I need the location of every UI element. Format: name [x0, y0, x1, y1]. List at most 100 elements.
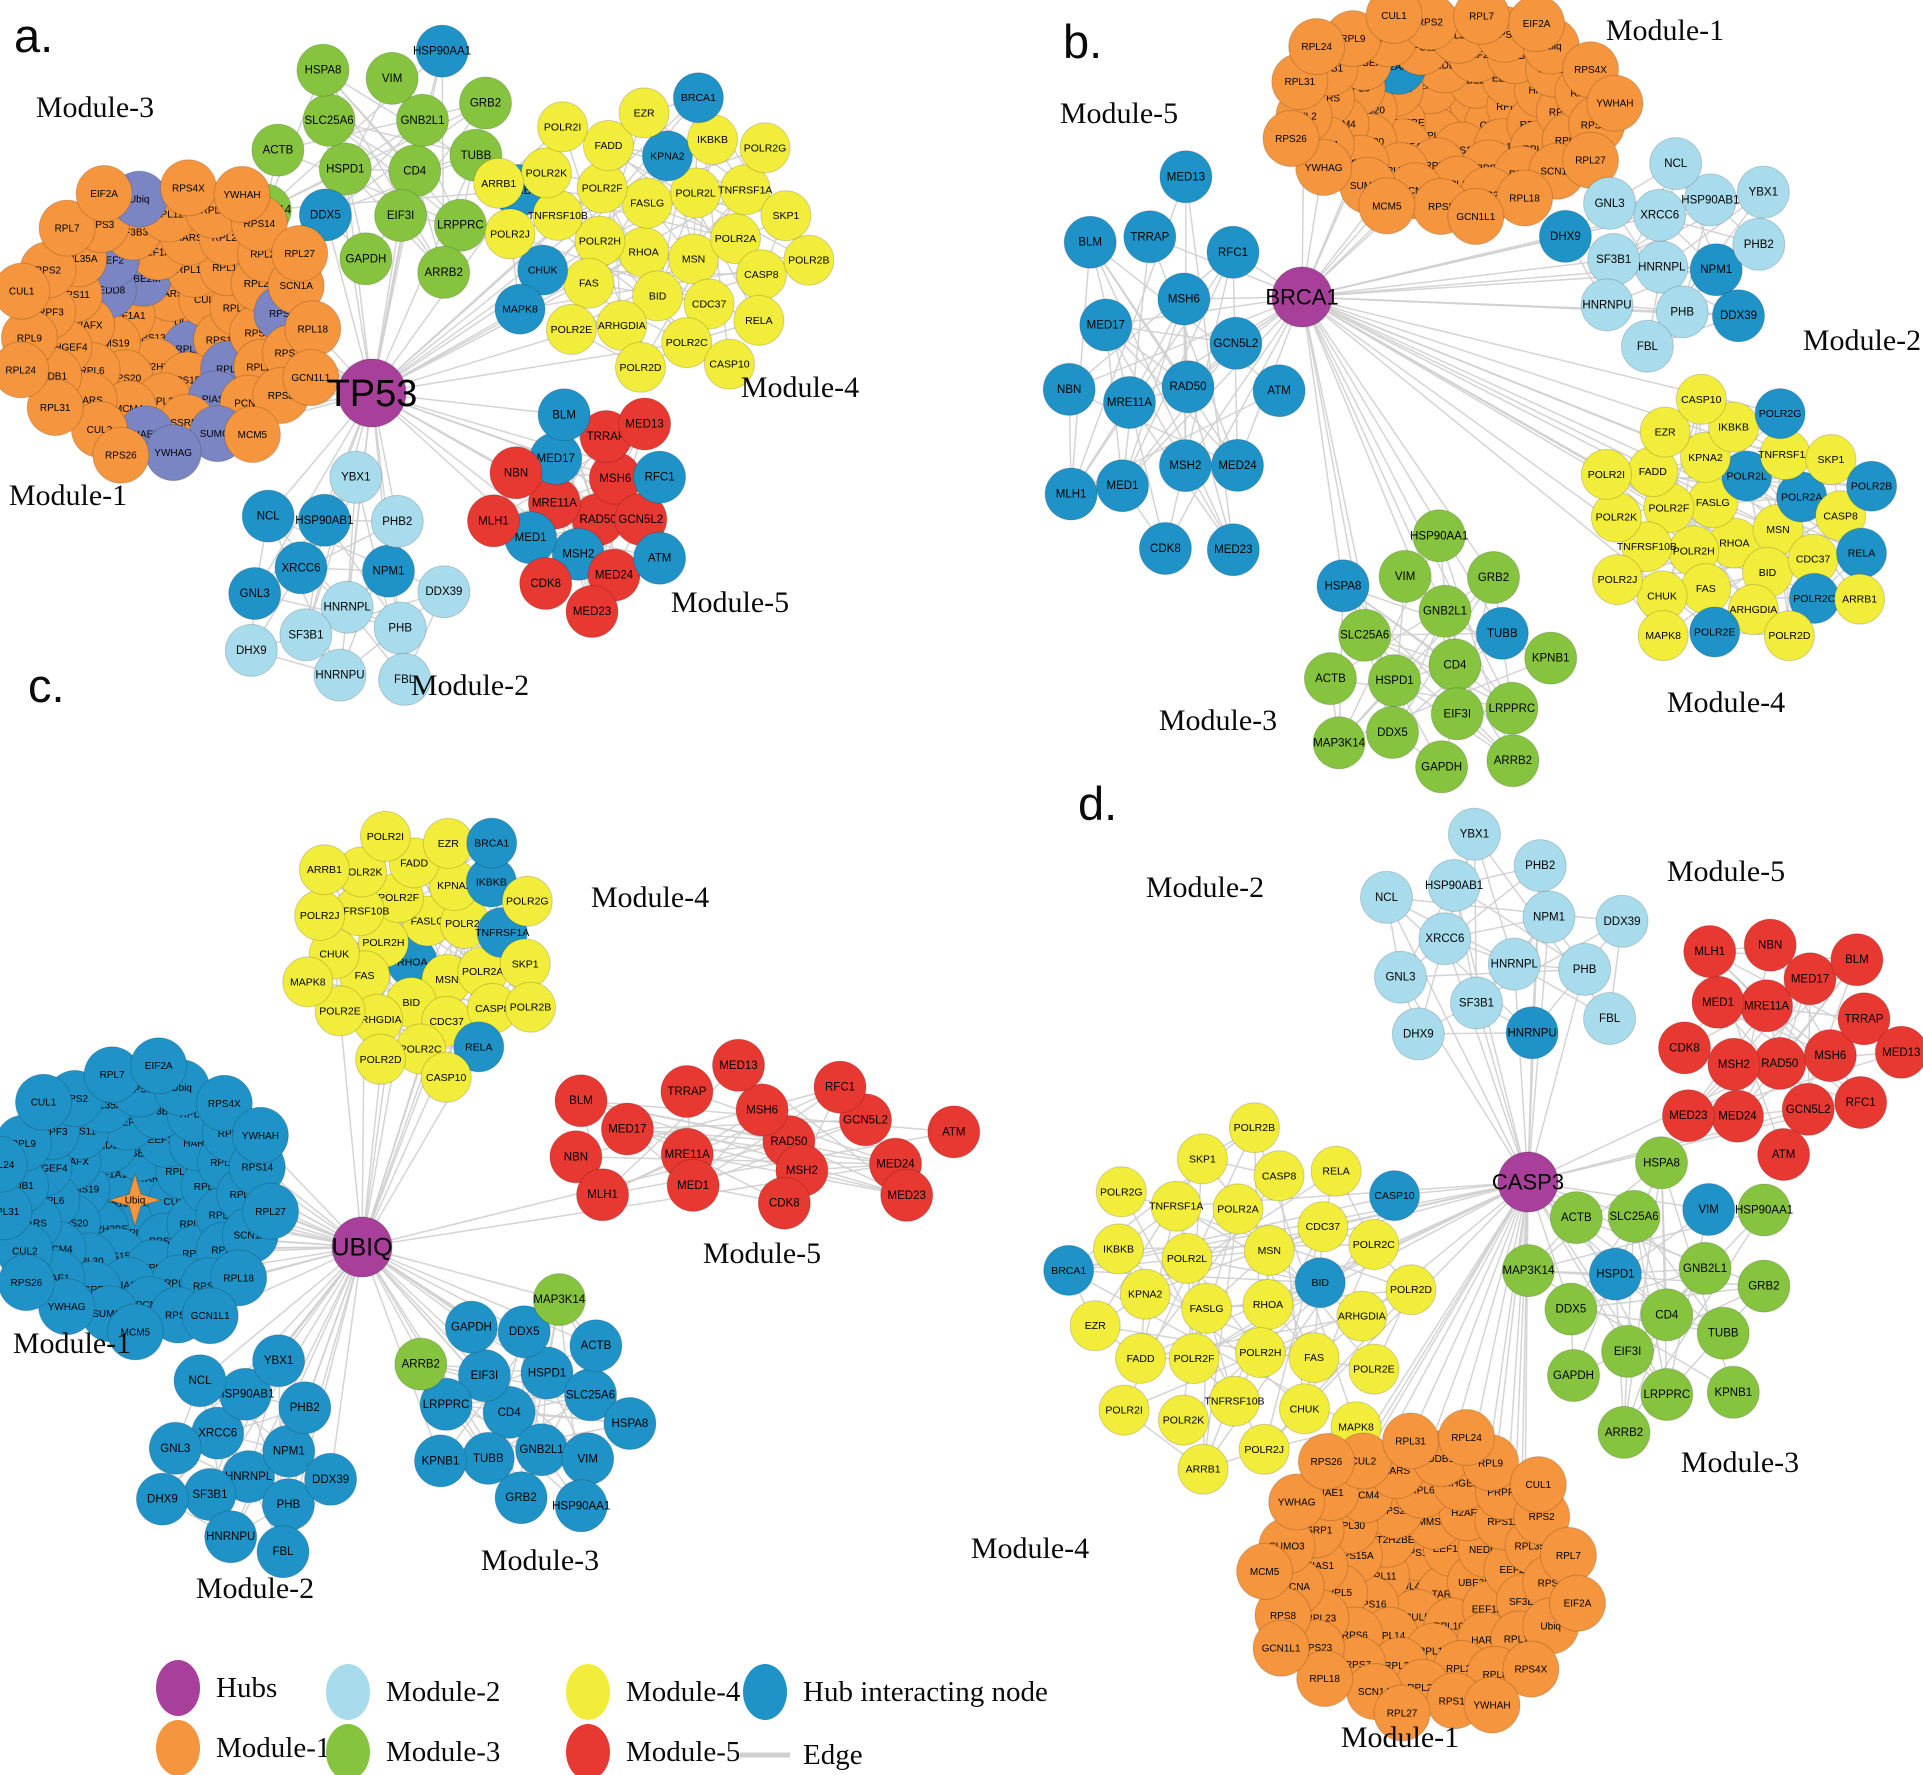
node-label: GAPDH — [345, 253, 386, 265]
node-circle — [1268, 1473, 1326, 1531]
node-label: SKP1 — [512, 958, 539, 970]
node-label: GCN5L2 — [618, 514, 663, 526]
node-circle — [1303, 652, 1357, 706]
node-circle — [313, 648, 367, 702]
node-label: VIM — [577, 1453, 597, 1465]
node-label: RPS2 — [62, 1094, 89, 1105]
node-label: MSH6 — [1168, 294, 1200, 306]
node-label: PRPF3 — [35, 1127, 68, 1138]
node-label: ATM — [1267, 385, 1290, 397]
node-circle — [419, 1377, 473, 1431]
node-label: Ubiq — [1540, 1622, 1561, 1633]
gene-node-GRB2: GRB2 — [1467, 551, 1520, 604]
cluster-b-module-1: CUL4BRPS13TARSRPL11EEF1A1CUL5HIST2H2BEUB… — [1262, 0, 1644, 245]
node-label: EIF2A — [1523, 19, 1551, 30]
caption-c-module-5: Module-5 — [703, 1237, 821, 1270]
node-label: RPL31 — [1395, 1437, 1426, 1448]
gene-node-GCN5L2: GCN5L2 — [614, 492, 668, 546]
node-label: MCM5 — [121, 1327, 151, 1338]
node-label: H2AFX — [1382, 62, 1415, 73]
node-circle — [1103, 376, 1156, 429]
gene-node-GAPDH: GAPDH — [444, 1300, 498, 1354]
gene-node-POLR2K: POLR2K — [1590, 491, 1642, 543]
node-circle — [224, 623, 278, 677]
cluster-d-module-2: HNRNPL XRCC6 NPM1 SF3B1 HSP90AB1 PHB GNL3 PHB2 H… — [1360, 807, 1649, 1061]
node-label: GAPDH — [451, 1322, 492, 1334]
gene-node-RPL24: RPL24 — [1288, 18, 1346, 75]
node-label: EEF2 — [1499, 1565, 1524, 1576]
gene-node-LRPPRC: LRPPRC — [419, 1377, 473, 1431]
node-label: RPS14 — [1439, 1696, 1471, 1707]
gene-node-GNL3: GNL3 — [1583, 176, 1637, 230]
node-label: GNB2L1 — [1683, 1263, 1727, 1275]
node-label: RPS16 — [1445, 146, 1477, 157]
legend-item-module-4: Module-4 — [566, 1664, 741, 1720]
node-circle — [1236, 1542, 1294, 1600]
node-label: SF3B3 — [143, 1106, 174, 1117]
node-label: POLR2B — [1851, 481, 1892, 493]
node-label: GRB2 — [1748, 1281, 1779, 1293]
node-label: ARHGDIA — [354, 1014, 402, 1026]
node-label: POLR2F — [378, 892, 419, 904]
node-circle — [1640, 1368, 1694, 1421]
node-label: RELA — [745, 315, 772, 327]
node-label: MCM5 — [1372, 201, 1402, 212]
node-label: TNFRSF10B — [528, 210, 588, 222]
node-label: MRE11A — [532, 498, 577, 510]
node-circle — [1159, 150, 1213, 204]
gene-node-GNL3: GNL3 — [148, 1421, 202, 1475]
node-label: LRPPRC — [423, 1399, 470, 1411]
node-label: SUMO3 — [200, 429, 236, 440]
gene-node-POLR2G: POLR2G — [1754, 388, 1806, 440]
node-label: CUL1 — [1526, 1480, 1552, 1491]
hub-circle — [337, 358, 407, 428]
node-label: RPS2 — [1529, 1512, 1556, 1523]
node-label: POLR2C — [1353, 1239, 1395, 1251]
node-circle — [1418, 584, 1472, 638]
node-label: EEF1A1 — [90, 1170, 128, 1181]
gene-node-DHX9: DHX9 — [1538, 209, 1592, 263]
gene-node-DHX9: DHX9 — [135, 1472, 189, 1526]
cluster-c-module-1: CUL4BRPS13TARSRPL11EEF1A1CUL5HIST2H2BEUB… — [0, 1037, 300, 1361]
node-label: MSH2 — [1169, 460, 1201, 472]
gene-node-RPL24: RPL24 — [0, 341, 50, 399]
node-label: RPL18 — [223, 1273, 254, 1284]
node-label: MCM4 — [114, 404, 144, 415]
gene-node-POLR2B: POLR2B — [783, 234, 835, 286]
panel-letter-d: d. — [1078, 777, 1117, 830]
gene-node-POLR2J: POLR2J — [1238, 1423, 1290, 1475]
node-label: RPL24 — [5, 365, 36, 376]
node-label: RPS7 — [1345, 1660, 1372, 1671]
caption-b-module-1: Module-1 — [1606, 14, 1724, 47]
node-label: MED1 — [1702, 997, 1734, 1009]
gene-node-RPL24: RPL24 — [0, 1135, 28, 1193]
gene-node-PHB: PHB — [261, 1478, 315, 1532]
node-circle — [0, 1135, 28, 1193]
node-label: YWHAH — [1596, 99, 1633, 110]
node-label: ARRB1 — [1842, 594, 1877, 606]
node-circle — [415, 24, 469, 78]
node-label: TNFRSF1A — [1758, 449, 1812, 461]
node-label: FAS — [355, 970, 375, 982]
node-label: SLC25A6 — [304, 115, 353, 127]
node-label: HNRNPL — [1638, 262, 1686, 274]
node-circle — [1639, 406, 1691, 458]
node-label: EEF2 — [115, 1118, 140, 1129]
node-circle — [135, 1472, 189, 1526]
gene-node-KPNA2: KPNA2 — [641, 130, 693, 182]
gene-node-KPNB1: KPNB1 — [1706, 1365, 1760, 1419]
node-label: MMS19 — [95, 339, 130, 350]
node-label: GAPDH — [1421, 761, 1462, 773]
gene-node-HSP90AA1: HSP90AA1 — [413, 24, 471, 78]
node-label: CHUK — [1290, 1403, 1320, 1415]
node-circle — [1737, 1183, 1791, 1237]
node-circle — [1544, 1282, 1598, 1336]
gene-node-MSH6: MSH6 — [1803, 1029, 1857, 1083]
gene-node-MED17: MED17 — [1783, 952, 1837, 1006]
node-label: KPNB1 — [422, 1455, 460, 1467]
node-label: MAP3K14 — [1313, 737, 1365, 749]
gene-node-MAP3K14: MAP3K14 — [1501, 1244, 1555, 1298]
node-label: HSPD1 — [326, 164, 364, 176]
gene-node-ARRB1: ARRB1 — [1834, 573, 1886, 625]
